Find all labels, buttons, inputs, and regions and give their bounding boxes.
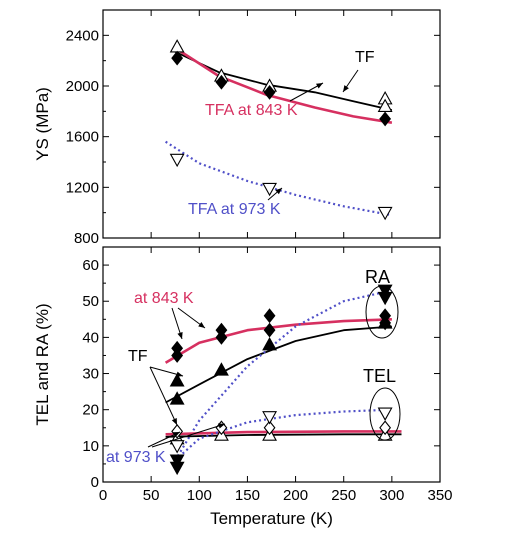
ys-data-point bbox=[169, 39, 185, 53]
ys-y-tick-label: 1600 bbox=[66, 129, 99, 146]
ys-data-point bbox=[263, 84, 276, 100]
tel-ra-data-point bbox=[263, 322, 276, 338]
tel-y-tick-label: 50 bbox=[82, 293, 99, 310]
panel-tel-ra-frame bbox=[102, 246, 441, 483]
ys-y-tick-label: 800 bbox=[74, 230, 99, 247]
tel-ra-data-point bbox=[263, 308, 276, 324]
annotation-tf: TF bbox=[355, 49, 375, 66]
ys-y-tick-label: 1200 bbox=[66, 179, 99, 196]
tel-x-tick-label: 350 bbox=[427, 487, 452, 504]
tel-y-tick-label: 20 bbox=[82, 402, 99, 419]
tel-ra-data-point bbox=[377, 407, 393, 421]
arrow-at-973-b-head bbox=[218, 423, 225, 429]
tel-ra-data-point bbox=[171, 348, 184, 363]
x-axis-label: Temperature (K) bbox=[210, 509, 333, 528]
tel-y-tick-label: 0 bbox=[91, 474, 99, 491]
ys-data-point bbox=[262, 182, 278, 197]
tel-x-tick-label: 100 bbox=[187, 487, 212, 504]
arrow-at-843-b-head bbox=[198, 321, 205, 328]
tel-ra-data-point bbox=[213, 362, 229, 376]
arrow-at-843-a-head bbox=[177, 332, 183, 339]
ys-y-tick-label: 2000 bbox=[66, 78, 99, 95]
tel-y-tick-label: 30 bbox=[82, 366, 99, 383]
ys-y-axis-label: YS (MPa) bbox=[33, 87, 52, 161]
tel-y-tick-label: 40 bbox=[82, 329, 99, 346]
ys-data-point bbox=[171, 50, 184, 66]
annotation-tf-bottom: TF bbox=[128, 348, 148, 365]
ys-data-point bbox=[169, 153, 185, 168]
tel-ra-data-point bbox=[169, 373, 185, 387]
tel-ra-curve bbox=[165, 430, 402, 436]
tel-ra-data-point bbox=[379, 315, 392, 331]
tel-ra-curve bbox=[165, 433, 402, 438]
tel-y-axis-label: TEL and RA (%) bbox=[33, 303, 52, 425]
arrow-at-973-a-head bbox=[173, 432, 180, 438]
panel-ys-frame bbox=[102, 9, 441, 239]
tel-ra-data-point bbox=[215, 330, 228, 345]
ys-y-tick-label: 2400 bbox=[66, 27, 99, 44]
ys-data-point bbox=[379, 111, 392, 127]
tel-x-tick-label: 150 bbox=[235, 487, 260, 504]
tel-ra-data-point bbox=[377, 291, 393, 306]
annotation-ra: RA bbox=[365, 267, 390, 287]
arrow-tfa-843-head bbox=[316, 83, 323, 89]
annotation-at-973: at 973 K bbox=[106, 449, 166, 466]
tel-ra-data-point bbox=[262, 336, 278, 351]
tel-x-tick-label: 200 bbox=[283, 487, 308, 504]
tel-x-tick-label: 50 bbox=[143, 487, 160, 504]
ys-data-point bbox=[377, 98, 393, 113]
arrow-tf-head bbox=[343, 85, 349, 92]
tel-ra-data-point bbox=[379, 420, 392, 436]
tel-y-tick-label: 60 bbox=[82, 257, 99, 274]
tel-ra-data-point bbox=[169, 461, 185, 476]
annotation-tel: TEL bbox=[363, 366, 396, 386]
ys-data-point bbox=[377, 206, 393, 221]
arrow-tf-bottom-a-head bbox=[176, 371, 183, 377]
tel-x-tick-label: 250 bbox=[331, 487, 356, 504]
tel-ra-data-point bbox=[169, 391, 185, 405]
ys-curve bbox=[174, 50, 393, 111]
tel-y-tick-label: 10 bbox=[82, 438, 99, 455]
tel-ellipse bbox=[369, 387, 401, 441]
arrow-tf-bottom-b-head bbox=[171, 418, 177, 425]
tel-x-tick-label: 0 bbox=[99, 487, 107, 504]
tel-ra-data-point bbox=[263, 420, 276, 436]
ys-data-point bbox=[215, 74, 228, 90]
tel-x-tick-label: 300 bbox=[379, 487, 404, 504]
annotation-at-843: at 843 K bbox=[134, 290, 194, 307]
tel-ra-data-point bbox=[169, 454, 185, 468]
tel-ra-data-point bbox=[262, 411, 278, 425]
tel-ra-data-point bbox=[169, 440, 185, 454]
annotation-tfa-973: TFA at 973 K bbox=[188, 201, 281, 218]
annotation-tfa-843: TFA at 843 K bbox=[205, 102, 298, 119]
arrow-tf-bottom-b bbox=[149, 366, 178, 426]
arrow-tfa-973-head bbox=[275, 188, 282, 195]
ys-curve bbox=[174, 46, 393, 124]
ra-ellipse bbox=[365, 285, 399, 339]
tel-ra-data-point bbox=[171, 424, 184, 439]
tel-ra-curve bbox=[165, 325, 392, 404]
arrow-at-973-b bbox=[151, 423, 226, 448]
